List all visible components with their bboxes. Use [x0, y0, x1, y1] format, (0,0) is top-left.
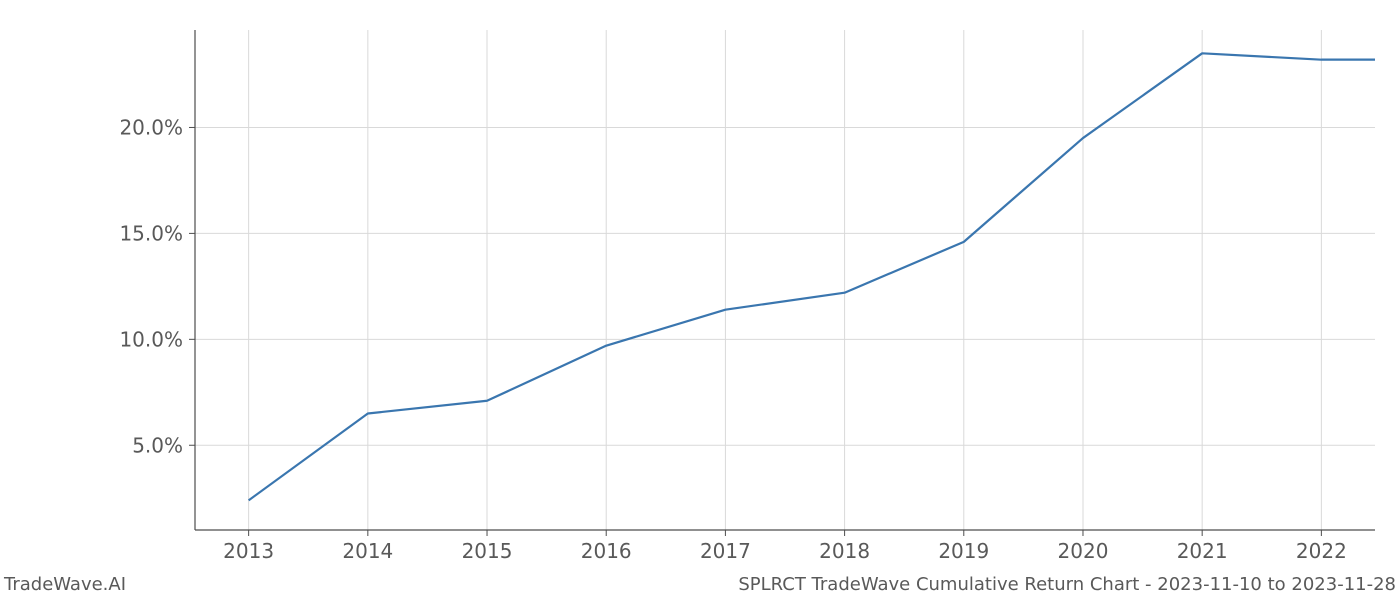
x-tick-label: 2022	[1296, 539, 1347, 563]
x-tick-label: 2018	[819, 539, 870, 563]
y-tick-label: 5.0%	[132, 433, 183, 457]
y-tick-label: 15.0%	[119, 221, 183, 245]
y-tick-label: 20.0%	[119, 115, 183, 139]
y-tick-label: 10.0%	[119, 327, 183, 351]
x-tick-label: 2015	[462, 539, 513, 563]
x-tick-label: 2016	[581, 539, 632, 563]
footer-left: TradeWave.AI	[3, 574, 126, 595]
chart-svg: 2013 2014 2015 2016 2017 2018 2019 2020 2021 2022…	[0, 0, 1400, 600]
x-tick-label: 2020	[1058, 539, 1109, 563]
line-chart: 2013 2014 2015 2016 2017 2018 2019 2020 2021 2022…	[0, 0, 1400, 600]
x-tick-label: 2021	[1177, 539, 1228, 563]
x-tick-label: 2014	[342, 539, 393, 563]
x-tick-label: 2013	[223, 539, 274, 563]
x-tick-label: 2017	[700, 539, 751, 563]
x-tick-label: 2019	[938, 539, 989, 563]
footer-right: SPLRCT TradeWave Cumulative Return Chart…	[738, 574, 1396, 595]
